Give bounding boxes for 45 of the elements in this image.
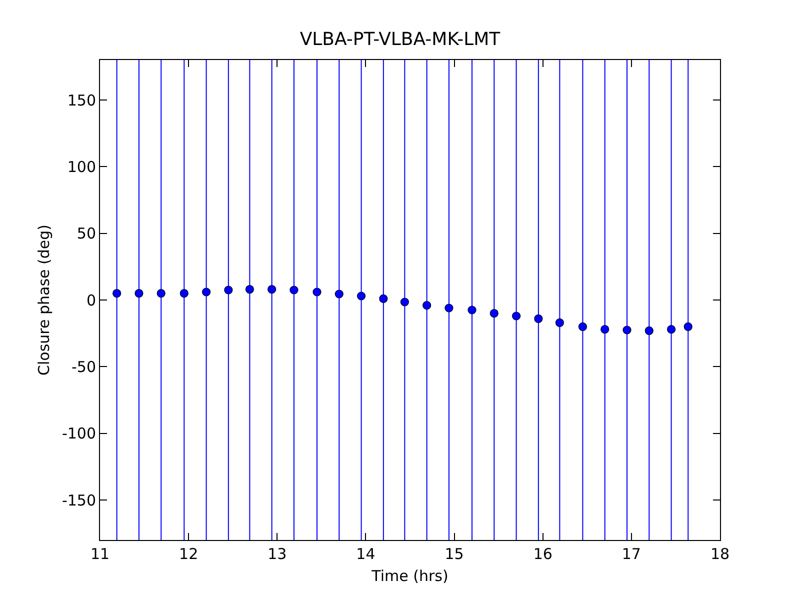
point bbox=[600, 325, 610, 334]
point bbox=[245, 285, 254, 294]
y-tick-label: -50 bbox=[72, 358, 96, 376]
x-tick-label: 18 bbox=[710, 545, 730, 563]
point bbox=[490, 309, 498, 318]
point bbox=[290, 286, 298, 294]
point bbox=[555, 318, 564, 327]
x-tick-label: 16 bbox=[533, 545, 552, 563]
x-tick-label: 13 bbox=[268, 545, 287, 563]
point bbox=[622, 326, 632, 334]
point bbox=[578, 322, 588, 331]
y-tick-label: 0 bbox=[86, 291, 96, 310]
point bbox=[312, 288, 322, 296]
point bbox=[468, 306, 476, 314]
y-axis-title: Closure phase (deg) bbox=[35, 224, 54, 376]
point bbox=[180, 289, 188, 298]
x-tick-label: 11 bbox=[90, 545, 110, 563]
x-axis-title: Time (hrs) bbox=[370, 567, 448, 585]
point bbox=[334, 290, 344, 298]
point bbox=[156, 289, 166, 298]
point bbox=[112, 289, 122, 298]
point bbox=[356, 292, 366, 300]
point bbox=[444, 304, 454, 312]
y-tick-label: -100 bbox=[62, 424, 96, 443]
x-tick-label: 15 bbox=[444, 545, 464, 563]
point bbox=[268, 285, 276, 294]
chart-title: VLBA-PT-VLBA-MK-LMT bbox=[300, 29, 502, 50]
x-tick-label: 17 bbox=[622, 545, 641, 563]
point bbox=[224, 286, 233, 294]
point bbox=[422, 301, 432, 310]
point bbox=[379, 294, 388, 303]
point bbox=[684, 322, 692, 331]
point bbox=[666, 325, 676, 334]
y-tick-label: 50 bbox=[76, 224, 96, 243]
point bbox=[534, 314, 543, 323]
point bbox=[512, 312, 521, 320]
y-tick-label: 150 bbox=[67, 91, 96, 110]
x-tick-label: 14 bbox=[356, 545, 376, 563]
point bbox=[202, 288, 211, 296]
point bbox=[400, 298, 409, 306]
point bbox=[644, 326, 654, 335]
x-tick-label: 12 bbox=[179, 545, 198, 563]
y-tick-label: -150 bbox=[62, 491, 96, 510]
point bbox=[134, 289, 144, 298]
y-tick-label: 100 bbox=[67, 158, 96, 176]
